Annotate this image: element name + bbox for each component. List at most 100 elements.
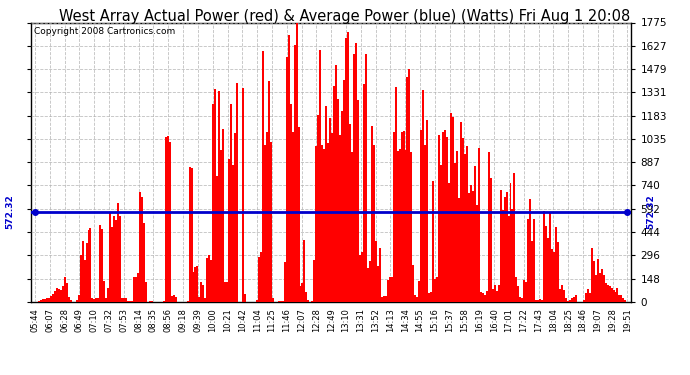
Bar [193,272,195,302]
Bar [115,220,117,302]
Bar [117,202,119,302]
Bar [315,146,317,302]
Bar [268,81,270,302]
Bar [104,281,106,302]
Bar [432,181,434,302]
Bar [446,137,448,302]
Bar [509,183,511,302]
Bar [585,292,586,302]
Bar [131,301,133,302]
Bar [48,298,50,302]
Bar [497,285,500,302]
Bar [359,255,361,302]
Bar [411,152,413,302]
Bar [522,298,524,302]
Bar [351,153,353,302]
Bar [480,292,482,302]
Bar [363,84,365,302]
Bar [113,216,115,302]
Bar [484,295,486,302]
Bar [106,298,108,302]
Bar [377,266,379,302]
Bar [215,88,216,302]
Bar [500,190,502,302]
Bar [56,288,58,302]
Bar [63,277,66,302]
Bar [513,174,515,302]
Bar [557,243,559,302]
Bar [436,277,438,302]
Bar [190,168,193,302]
Bar [607,285,609,302]
Bar [367,268,369,302]
Bar [40,300,42,302]
Bar [224,282,226,302]
Bar [355,43,357,302]
Bar [388,277,391,302]
Bar [385,296,386,302]
Bar [511,209,513,302]
Bar [90,228,92,302]
Bar [46,298,48,302]
Bar [135,277,137,302]
Bar [66,283,68,302]
Bar [541,300,543,302]
Bar [477,148,480,302]
Bar [575,295,577,302]
Bar [404,150,406,302]
Bar [62,286,63,302]
Bar [200,282,202,302]
Bar [335,65,337,302]
Bar [202,285,204,302]
Bar [347,32,349,302]
Bar [456,151,458,302]
Bar [442,132,444,302]
Bar [77,295,79,302]
Bar [369,261,371,302]
Bar [458,198,460,302]
Bar [256,300,258,302]
Bar [379,248,381,302]
Bar [277,301,279,302]
Bar [68,297,70,302]
Bar [538,300,539,302]
Bar [329,118,331,302]
Bar [279,301,282,302]
Bar [555,228,557,302]
Bar [139,192,141,302]
Bar [450,113,452,302]
Bar [518,286,520,302]
Bar [167,136,169,302]
Bar [195,267,197,302]
Bar [317,116,319,302]
Bar [529,199,531,302]
Bar [464,154,466,302]
Bar [416,297,418,302]
Bar [228,159,230,302]
Bar [93,299,95,302]
Bar [325,106,327,302]
Bar [381,297,383,302]
Bar [121,298,124,302]
Bar [284,262,286,302]
Bar [38,301,40,302]
Bar [92,298,93,302]
Bar [525,282,527,302]
Bar [415,295,416,302]
Bar [406,76,408,302]
Bar [127,301,129,302]
Bar [448,183,450,302]
Bar [452,117,454,302]
Bar [408,69,411,302]
Bar [175,297,177,302]
Bar [143,222,145,302]
Bar [266,132,268,302]
Bar [242,88,244,302]
Bar [539,299,541,302]
Bar [60,290,62,302]
Bar [333,86,335,302]
Bar [533,219,535,302]
Bar [297,128,299,302]
Bar [615,292,616,302]
Bar [262,51,264,302]
